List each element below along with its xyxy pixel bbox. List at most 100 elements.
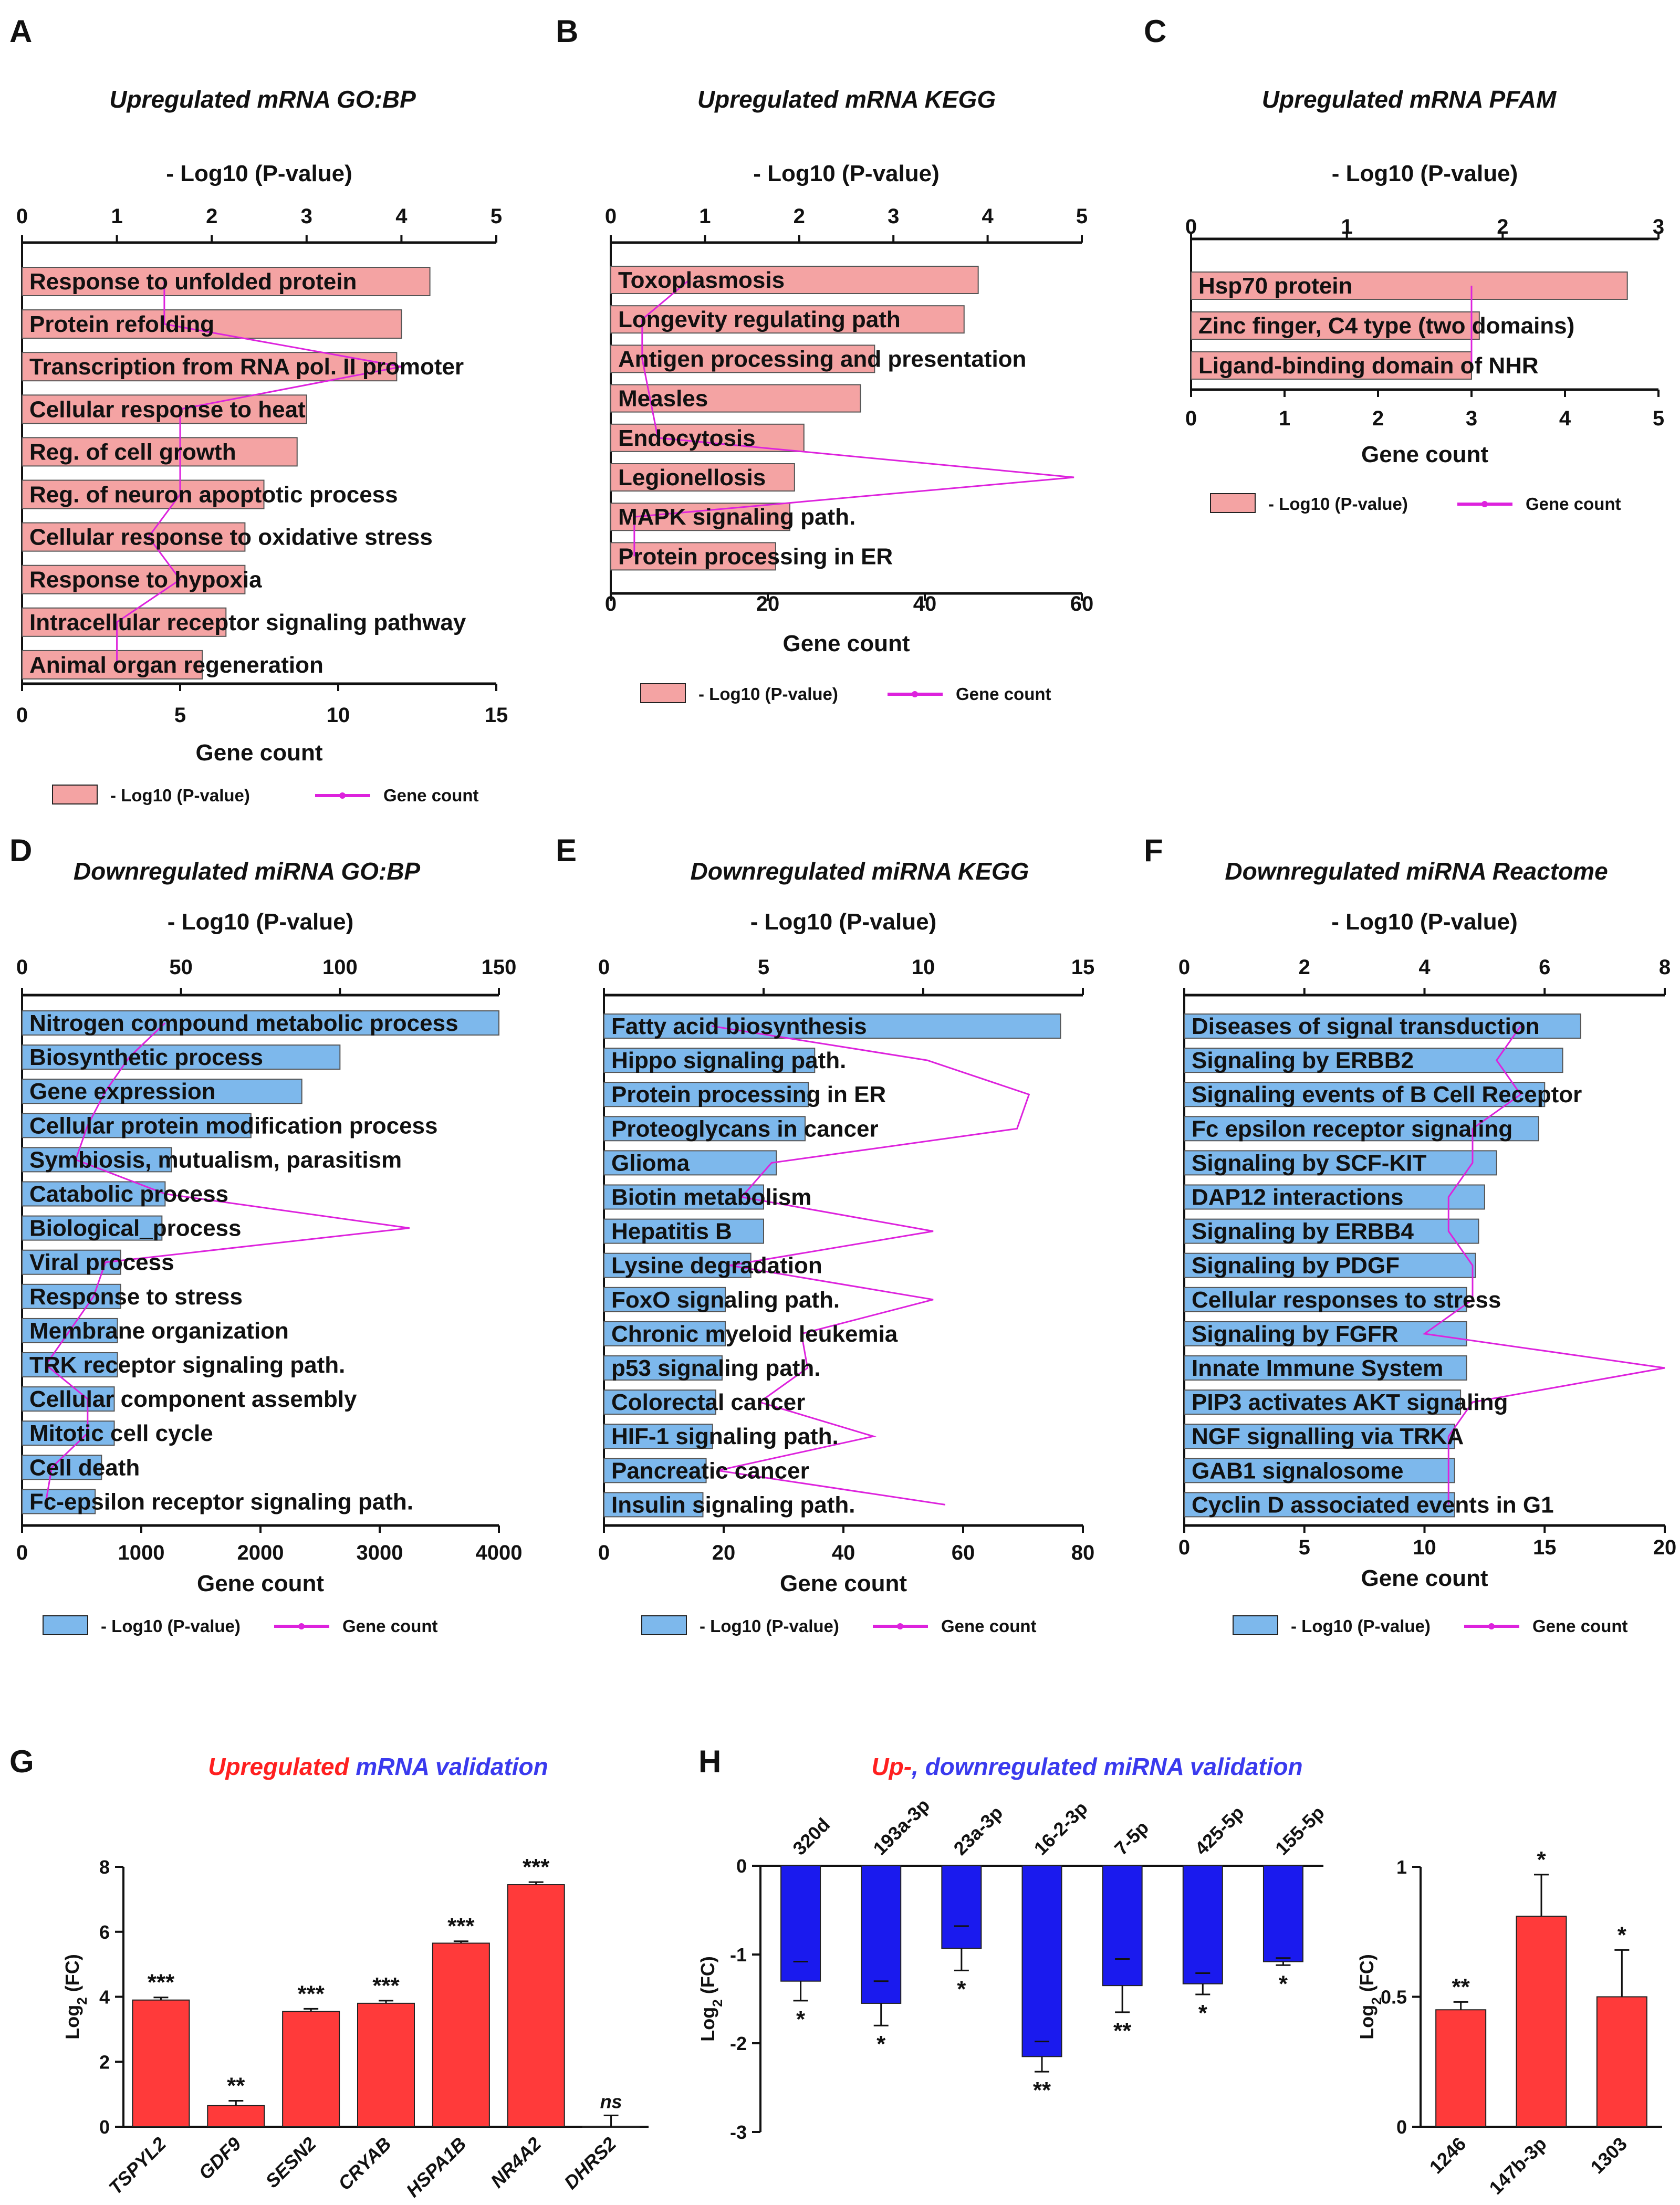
bottom-tick-label: 40 <box>832 1541 855 1564</box>
bar <box>603 1389 716 1415</box>
bar <box>22 1386 115 1412</box>
y-tick-label: 0.5 <box>1381 1987 1407 2008</box>
y-tick-label: -3 <box>730 2122 747 2143</box>
bar-label: NGF signalling via TRKA <box>1192 1424 1464 1449</box>
bar <box>603 1013 1061 1039</box>
gene-count-line <box>711 1025 1030 1506</box>
bar <box>1184 1082 1546 1107</box>
panel-letter: C <box>1144 14 1166 49</box>
bottom-tick-label: 80 <box>1071 1541 1095 1564</box>
y-label-tail: (FC) <box>697 1956 718 1999</box>
bar <box>610 305 965 334</box>
bar <box>861 1865 902 2004</box>
chart-title: Downregulated miRNA GO:BP <box>74 858 421 885</box>
significance-label: ** <box>1113 2018 1132 2044</box>
bar <box>610 266 979 294</box>
y-label-main: Log <box>697 2007 718 2042</box>
bottom-tick-label: 2 <box>1372 407 1384 430</box>
bar <box>603 1252 752 1278</box>
bottom-tick-label: 10 <box>1413 1536 1436 1559</box>
bar-label: Animal organ regeneration <box>29 652 324 678</box>
bottom-tick-label: 20 <box>712 1541 736 1564</box>
bar-label: TRK receptor signaling path. <box>29 1352 345 1378</box>
bar-label: Lysine degradation <box>611 1253 822 1279</box>
category-label: 320d <box>788 1814 834 1859</box>
panel-d: D Downregulated miRNA GO:BP - Log10 (P-val… <box>9 833 522 1636</box>
bar <box>22 522 246 552</box>
top-tick-label: 2 <box>206 205 217 228</box>
panel-c: C Upregulated mRNA PFAM - Log10 (P-value) 0… <box>1144 14 1664 514</box>
bar-label: Cyclin D associated events in G1 <box>1192 1492 1554 1518</box>
bar-label: Colorectal cancer <box>611 1389 805 1415</box>
bar <box>603 1184 764 1210</box>
significance-label: *** <box>148 1970 175 1995</box>
bar <box>22 1113 252 1138</box>
bar-label: Reg. of cell growth <box>29 439 236 465</box>
bottom-tick-label: 5 <box>1653 407 1664 430</box>
bar <box>1516 1916 1567 2128</box>
bar <box>1102 1865 1143 1987</box>
title-part-red: Upregulated <box>208 1753 349 1780</box>
bottom-tick-label: 1000 <box>118 1541 165 1564</box>
bar <box>1184 1458 1455 1483</box>
y-tick-label: -2 <box>730 2033 747 2054</box>
bar <box>22 565 246 594</box>
bar-label: Fc epsilon receptor signaling <box>1192 1116 1512 1142</box>
top-axis-label: - Log10 (P-value) <box>750 909 937 935</box>
legend-label: - Log10 (P-value) <box>1291 1616 1431 1636</box>
significance-label: * <box>796 2007 806 2032</box>
bottom-tick-label: 0 <box>16 704 28 727</box>
significance-label: *** <box>447 1914 475 1939</box>
bar <box>603 1458 707 1483</box>
y-tick-label: 0 <box>736 1855 747 1877</box>
bar-label: Fatty acid biosynthesis <box>611 1013 867 1039</box>
bottom-axis-label: Gene count <box>195 740 322 766</box>
bar <box>1184 1184 1485 1210</box>
bar-label: Glioma <box>611 1150 690 1176</box>
top-tick-label: 0 <box>16 205 28 228</box>
bar <box>22 1044 341 1070</box>
chart-title: Upregulated mRNA GO:BP <box>109 86 416 113</box>
significance-label: ns <box>600 2091 622 2112</box>
significance-label: * <box>957 1976 966 2002</box>
category-label: 7-5p <box>1110 1816 1153 1859</box>
bar <box>610 423 805 452</box>
legend-label: Gene count <box>941 1616 1037 1636</box>
y-label-main: Log <box>1356 2005 1378 2040</box>
bar-label: Signaling by FGFR <box>1192 1321 1399 1347</box>
bar <box>132 1999 190 2127</box>
y-tick-label: 6 <box>99 1921 110 1943</box>
bar <box>1435 2009 1487 2127</box>
legend-swatch-bar <box>52 785 98 804</box>
y-label-sub: 2 <box>74 1997 90 2004</box>
bar-label: Protein refolding <box>29 311 214 337</box>
category-label: 1303 <box>1586 2133 1631 2178</box>
significance-label: * <box>1279 1971 1288 1997</box>
bar <box>603 1287 726 1312</box>
bar <box>603 1218 764 1244</box>
bottom-tick-label: 40 <box>913 592 937 615</box>
bar <box>1184 1492 1455 1518</box>
bottom-tick-label: 0 <box>16 1541 28 1564</box>
bar <box>1182 1865 1223 1984</box>
bottom-tick-label: 1 <box>1279 407 1290 430</box>
bar <box>1184 1150 1497 1176</box>
legend-label: - Log10 (P-value) <box>698 684 838 704</box>
bar-label: Catabolic process <box>29 1182 228 1207</box>
bar-label: Intracellular receptor signaling pathway <box>29 610 466 635</box>
bar <box>603 1355 723 1381</box>
panel-b: B Upregulated mRNA KEGG - Log10 (P-value) 0… <box>556 14 1093 704</box>
bar <box>603 1321 726 1346</box>
legend-marker <box>912 691 918 697</box>
significance-label: * <box>1537 1847 1546 1873</box>
bar-label: Response to hypoxia <box>29 567 262 593</box>
bar-label: Response to unfolded protein <box>29 269 357 295</box>
significance-label: * <box>1198 2000 1208 2026</box>
top-tick-label: 2 <box>1497 215 1508 238</box>
bar-label: Cellular responses to stress <box>1192 1287 1501 1313</box>
panel-letter: E <box>556 833 577 868</box>
top-axis-label: - Log10 (P-value) <box>166 161 352 186</box>
top-tick-label: 150 <box>482 956 517 979</box>
y-label-main: Log <box>61 2005 83 2040</box>
legend-swatch-bar <box>43 1615 88 1635</box>
